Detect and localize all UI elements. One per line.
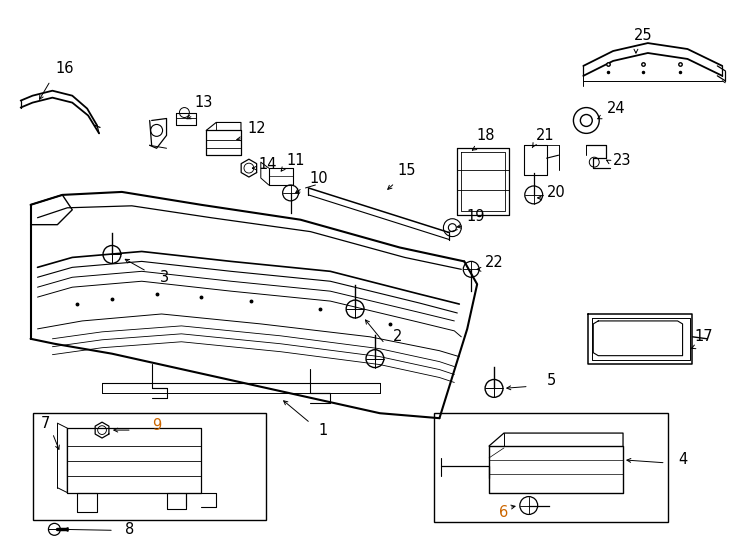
Text: 23: 23	[613, 153, 631, 167]
Text: 21: 21	[537, 128, 555, 143]
Text: 13: 13	[194, 95, 212, 110]
Text: 14: 14	[258, 157, 277, 172]
Text: 25: 25	[633, 28, 653, 43]
Text: 4: 4	[678, 453, 687, 467]
Text: 2: 2	[393, 329, 402, 345]
Text: 16: 16	[55, 62, 73, 76]
Text: 5: 5	[547, 373, 556, 388]
Text: 1: 1	[319, 423, 328, 437]
Text: 7: 7	[41, 416, 50, 430]
Bar	[32, 413, 266, 521]
Text: 19: 19	[467, 209, 485, 224]
Text: 3: 3	[160, 270, 169, 285]
Text: 9: 9	[152, 417, 161, 433]
Text: 12: 12	[247, 121, 266, 136]
Text: 6: 6	[499, 505, 509, 520]
Text: 15: 15	[397, 163, 416, 178]
Text: 24: 24	[607, 101, 625, 116]
Text: 8: 8	[126, 522, 134, 537]
Text: 17: 17	[694, 329, 713, 345]
Bar	[435, 413, 668, 522]
Text: 10: 10	[309, 171, 327, 186]
Text: 18: 18	[477, 128, 495, 143]
Text: 22: 22	[484, 255, 504, 270]
Text: 11: 11	[286, 153, 305, 167]
Text: 20: 20	[547, 185, 566, 200]
